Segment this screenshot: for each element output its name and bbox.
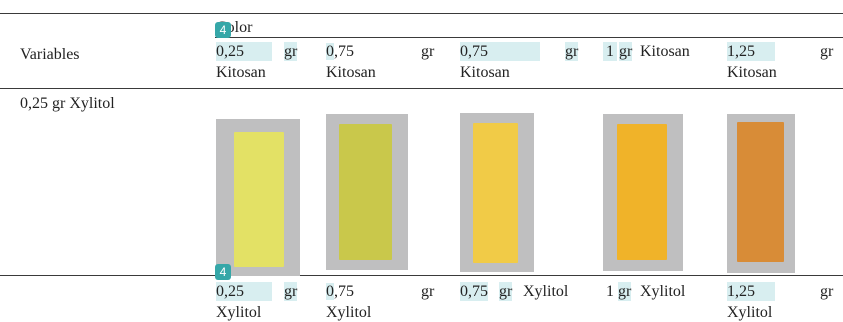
- col-1-value: 0,25: [216, 42, 272, 61]
- row2-col-5-unit: gr: [820, 283, 834, 300]
- col-2-name: Kitosan: [326, 64, 376, 81]
- sample-photo-3: [460, 113, 534, 272]
- row2-col-4-value: 1: [606, 283, 614, 300]
- row2-col-5-name: Xylitol: [727, 304, 773, 321]
- sample-strip-4: [617, 124, 667, 260]
- row2-col-1-value: 0,25: [216, 282, 272, 301]
- col-2-unit: gr: [421, 43, 435, 60]
- row2-col-5-value: 1,25: [727, 282, 775, 301]
- color-header-rest: olor: [226, 19, 253, 36]
- row2-col-2-value: 0,75: [326, 283, 354, 300]
- col-1-name: Kitosan: [216, 64, 266, 81]
- variables-header: Variables: [20, 46, 80, 63]
- col-4-value: 1: [603, 42, 617, 61]
- sample-photo-1: [216, 119, 300, 276]
- row2-col-3-value: 0,75: [460, 282, 488, 301]
- section-rule: [0, 275, 843, 276]
- col-3-name: Kitosan: [460, 64, 510, 81]
- row2-col-4-name: Xylitol: [640, 283, 686, 300]
- sample-strip-2: [339, 124, 392, 260]
- sample-strip-5: [737, 122, 784, 262]
- col-5-unit: gr: [820, 43, 834, 60]
- header-bottom-rule: [0, 88, 843, 89]
- row2-col-1-unit: gr: [284, 282, 298, 301]
- col-4-name: Kitosan: [640, 43, 690, 60]
- col-1-unit: gr: [284, 42, 298, 61]
- annotation-badge-bottom[interactable]: 4: [215, 264, 231, 280]
- col-5-name: Kitosan: [727, 64, 777, 81]
- sample-photo-4: [603, 114, 683, 271]
- row2-col-1-name: Xylitol: [216, 304, 262, 321]
- col-4-unit: gr: [619, 42, 633, 61]
- col-2-value: 0,75: [326, 43, 354, 60]
- sample-photo-2: [326, 114, 408, 270]
- col-3-value: 0,75: [460, 42, 540, 61]
- sample-photo-5: [727, 114, 795, 273]
- row2-col-3-name: Xylitol: [523, 283, 569, 300]
- col-5-value: 1,25: [727, 42, 775, 61]
- annotation-badge-top[interactable]: 4: [215, 22, 231, 38]
- row-label-xylitol: 0,25 gr Xylitol: [20, 95, 115, 112]
- color-header-rule: [215, 37, 843, 38]
- row2-col-3-unit: gr: [499, 282, 513, 301]
- sample-strip-1: [234, 132, 284, 267]
- col-3-unit: gr: [565, 42, 579, 61]
- row2-col-2-name: Xylitol: [326, 304, 372, 321]
- sample-strip-3: [473, 123, 518, 263]
- table-top-rule: [0, 13, 843, 14]
- row2-col-2-unit: gr: [421, 283, 435, 300]
- row2-col-4-unit: gr: [618, 282, 632, 301]
